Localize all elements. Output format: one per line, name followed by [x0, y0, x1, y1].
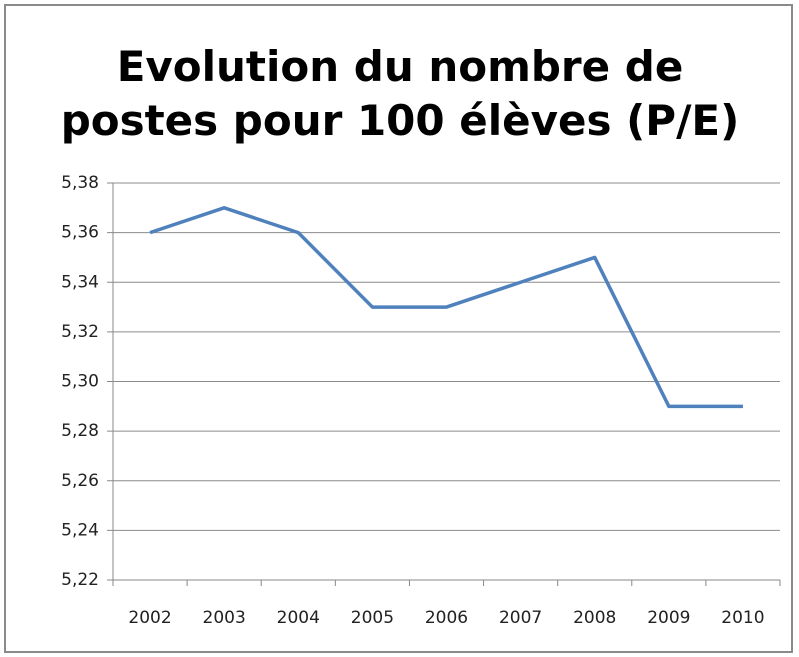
x-tick-label: 2004 — [277, 608, 320, 628]
y-tick-label: 5,32 — [61, 322, 99, 342]
x-tick-label: 2008 — [573, 608, 616, 628]
y-tick-label: 5,30 — [61, 372, 99, 392]
y-tick-label: 5,26 — [61, 471, 99, 491]
x-tick-label: 2005 — [351, 608, 394, 628]
y-tick-label: 5,38 — [61, 173, 99, 193]
data-line — [149, 206, 743, 409]
x-tick-label: 2003 — [203, 608, 246, 628]
y-tick-label: 5,22 — [61, 570, 99, 590]
y-tick-label: 5,28 — [61, 421, 99, 441]
x-tick-label: 2009 — [647, 608, 690, 628]
y-tick-label: 5,34 — [61, 272, 99, 292]
chart-frame — [4, 4, 793, 653]
x-tick-label: 2007 — [499, 608, 542, 628]
chart-title: Evolution du nombre de postes pour 100 é… — [60, 42, 740, 145]
x-tick-label: 2010 — [721, 608, 764, 628]
y-tick-label: 5,24 — [61, 520, 99, 540]
y-tick-label: 5,36 — [61, 223, 99, 243]
x-tick-label: 2002 — [128, 608, 171, 628]
x-tick-label: 2006 — [425, 608, 468, 628]
